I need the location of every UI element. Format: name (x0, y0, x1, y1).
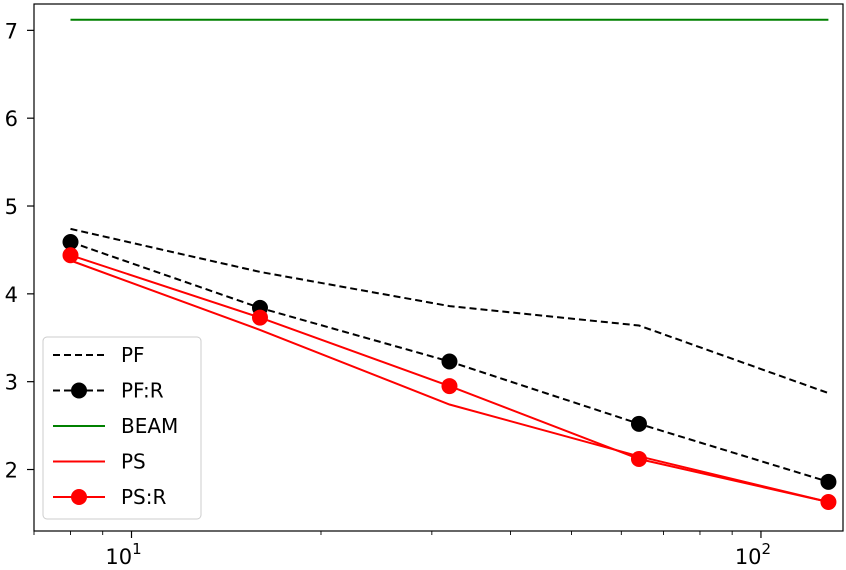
data-point (62, 234, 79, 251)
y-tick-label: 2 (5, 459, 18, 483)
series-ps-r (62, 247, 837, 511)
legend-label: PS (121, 450, 146, 474)
data-point (251, 309, 268, 326)
data-point (630, 450, 647, 467)
data-point (630, 415, 647, 432)
y-tick-label: 4 (5, 283, 18, 307)
series-line (70, 227, 829, 395)
series-layer (62, 18, 837, 511)
data-point (820, 494, 837, 511)
legend-box (42, 336, 202, 520)
data-point (441, 378, 458, 395)
legend-label: PF:R (121, 379, 164, 403)
legend-label: PF (121, 343, 145, 367)
legend-label: PS:R (121, 485, 166, 509)
data-point (441, 353, 458, 370)
y-tick-label: 5 (5, 195, 18, 219)
y-tick-label: 3 (5, 371, 18, 395)
legend: PF PF:R BEAM PS PS:R (42, 336, 202, 520)
legend-item: PF:R (53, 379, 164, 403)
series-pf-r (62, 234, 837, 490)
legend-marker (71, 489, 87, 505)
y-tick-label: 6 (5, 107, 18, 131)
plot-frame (33, 3, 844, 532)
y-tick-label: 7 (5, 19, 18, 43)
series-pf (70, 227, 829, 395)
data-point (820, 473, 837, 490)
series-line (70, 259, 829, 503)
legend-marker (71, 382, 87, 399)
data-point (62, 247, 79, 264)
legend-item: BEAM (53, 414, 178, 438)
legend-item: PS:R (53, 485, 166, 509)
plot-border (33, 3, 844, 532)
x-tick-label: 102 (735, 540, 771, 569)
series-ps (70, 259, 829, 503)
axis-ticks: 2 3 4 5 6 7 101 102 (5, 19, 771, 569)
legend-item: PS (53, 450, 146, 474)
legend-item: PF (53, 343, 145, 367)
x-tick-label: 101 (105, 540, 141, 569)
legend-label: BEAM (121, 414, 178, 438)
